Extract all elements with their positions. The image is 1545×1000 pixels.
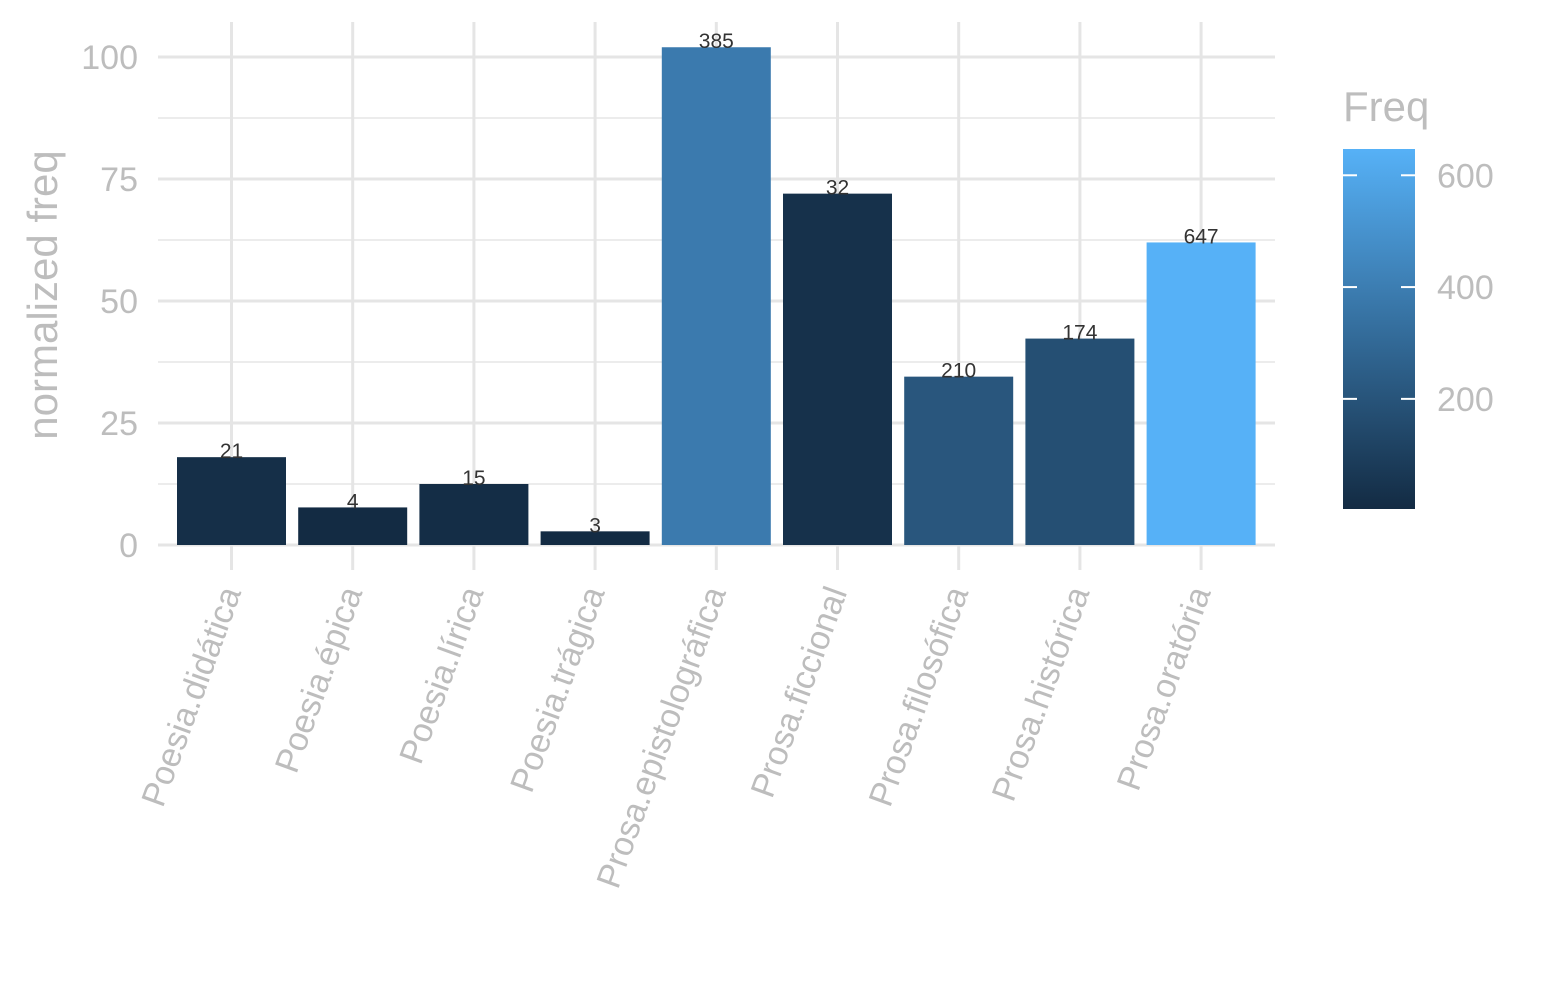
bar-value-label: 647: [1184, 225, 1219, 248]
y-tick-label: 25: [100, 405, 138, 443]
x-tick-label: Prosa.filosófica: [862, 582, 977, 812]
bar-value-label: 3: [589, 514, 601, 537]
x-tick-label: Prosa.histórica: [985, 582, 1098, 806]
x-tick-label: Poesia.didática: [134, 582, 249, 812]
legend-tick-label: 400: [1437, 269, 1494, 307]
x-tick-label: Poesia.épica: [268, 582, 370, 778]
bar-value-label: 15: [462, 467, 485, 490]
x-tick-label: Poesia.trágica: [503, 582, 612, 798]
y-axis-title: normalized freq: [19, 150, 66, 439]
bar-value-label: 174: [1062, 322, 1097, 345]
x-tick-label: Prosa.oratória: [1110, 582, 1219, 796]
x-tick-label: Prosa.epistolográfica: [590, 582, 734, 893]
y-tick-label: 0: [119, 527, 138, 565]
y-axis: 0 25 50 75 100: [81, 39, 138, 565]
bar: [177, 457, 286, 545]
bar-labels: 21 4 15 3 385 32 210 174 647: [220, 30, 1219, 537]
bar: [298, 507, 408, 545]
bar-value-label: 21: [220, 440, 243, 463]
bar: [1025, 338, 1135, 545]
bar: [540, 531, 650, 545]
y-tick-label: 75: [100, 161, 138, 199]
bar: [904, 376, 1014, 545]
bar: [419, 484, 529, 545]
legend-tick-label: 600: [1437, 157, 1494, 195]
bar-value-label: 385: [699, 30, 734, 53]
legend-colorbar: [1343, 149, 1415, 509]
y-tick-label: 100: [81, 39, 138, 77]
legend-tick-label: 200: [1437, 381, 1494, 419]
legend-title: Freq: [1343, 83, 1429, 130]
bar-value-label: 4: [347, 490, 359, 513]
y-tick-label: 50: [100, 283, 138, 321]
bar: [783, 193, 892, 545]
x-axis: Poesia.didática Poesia.épica Poesia.lírica…: [134, 582, 1218, 893]
bar: [661, 47, 771, 546]
bar-value-label: 32: [826, 177, 849, 200]
legend: Freq 200 400 600: [1343, 83, 1494, 509]
bars: [177, 47, 1256, 546]
x-tick-label: Prosa.ficcional: [744, 582, 855, 803]
x-tick-label: Poesia.lírica: [392, 582, 491, 769]
bar-value-label: 210: [941, 360, 976, 383]
bar: [1146, 242, 1256, 545]
